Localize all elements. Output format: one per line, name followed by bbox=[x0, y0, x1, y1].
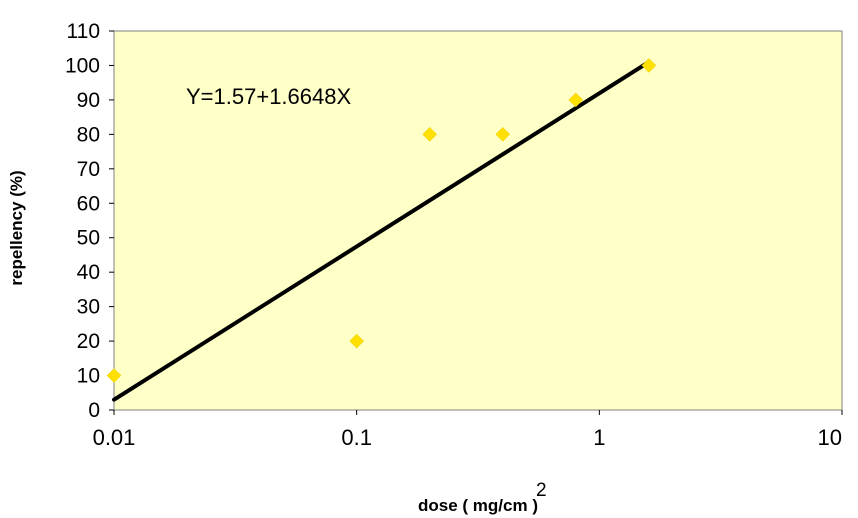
y-tick-label: 10 bbox=[77, 365, 100, 388]
x-axis-ticks: 0.01 0.1 1 10 bbox=[93, 410, 843, 450]
y-tick-label: 80 bbox=[77, 123, 100, 146]
y-axis-ticks: 0 10 20 30 40 50 60 70 80 90 100 110 bbox=[65, 20, 114, 422]
x-tick-label: 10 bbox=[818, 425, 842, 450]
y-tick-label: 70 bbox=[77, 158, 100, 181]
data-point-marker bbox=[568, 92, 584, 108]
y-tick-label: 90 bbox=[77, 89, 100, 112]
y-tick-label: 20 bbox=[77, 330, 100, 353]
y-tick-label: 0 bbox=[88, 399, 100, 422]
equation-annotation: Y=1.57+1.6648X bbox=[186, 84, 351, 109]
x-axis-title-superscript: 2 bbox=[536, 480, 547, 501]
x-tick-label: 1 bbox=[593, 425, 605, 450]
data-point-marker bbox=[106, 368, 122, 383]
y-tick-label: 50 bbox=[77, 227, 100, 250]
data-point-marker bbox=[349, 333, 365, 349]
x-tick-label: 0.01 bbox=[93, 425, 136, 450]
data-point-marker bbox=[495, 127, 511, 142]
y-axis-title: repellency (%) bbox=[7, 170, 26, 285]
y-tick-label: 100 bbox=[65, 54, 100, 77]
trendline bbox=[112, 60, 651, 402]
y-tick-label: 40 bbox=[77, 261, 100, 284]
y-tick-label: 30 bbox=[77, 296, 100, 319]
data-point-marker bbox=[422, 127, 438, 142]
y-tick-label: 110 bbox=[67, 20, 100, 43]
x-tick-label: 0.1 bbox=[341, 425, 372, 450]
data-points bbox=[106, 58, 657, 383]
y-tick-label: 60 bbox=[77, 192, 100, 215]
data-point-marker bbox=[641, 58, 657, 73]
plot-area bbox=[113, 30, 843, 411]
x-axis-title: dose ( mg/cm ) bbox=[418, 496, 538, 515]
